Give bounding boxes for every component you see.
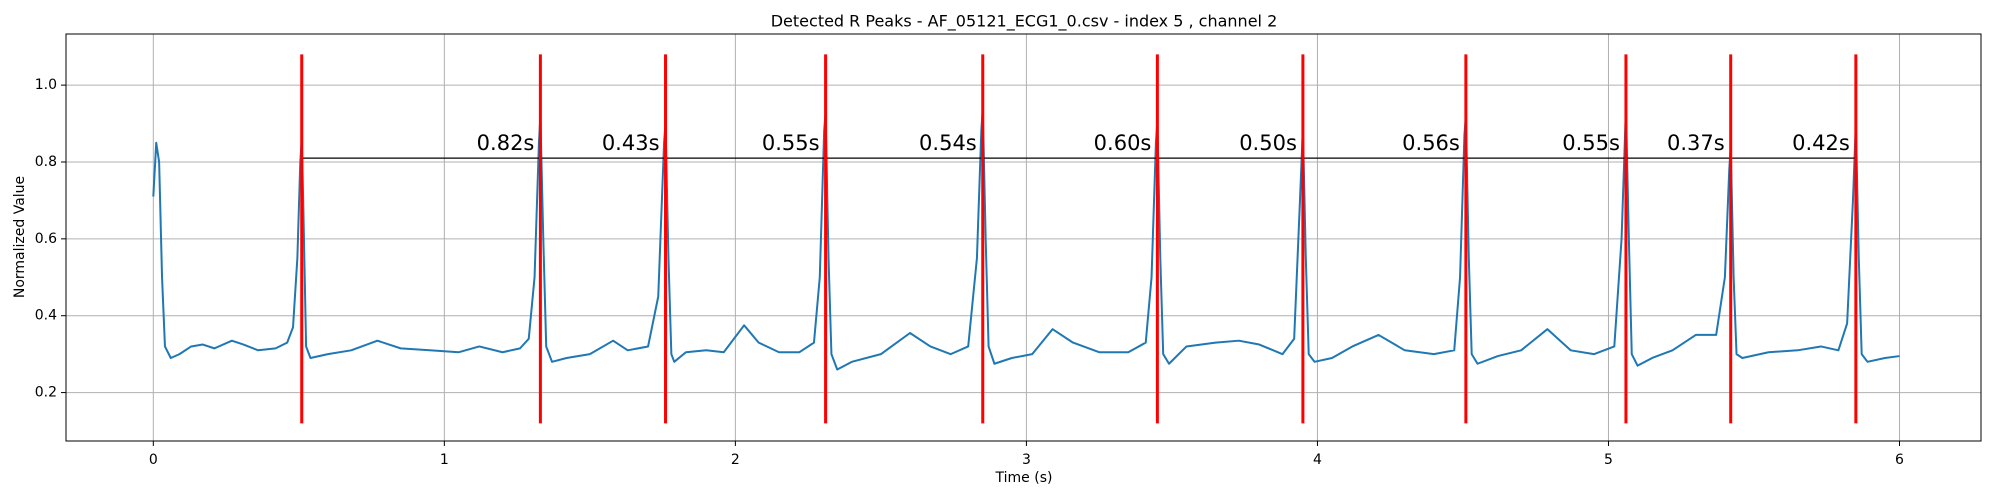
x-tick-label: 6 (1895, 452, 1904, 468)
y-tick-label: 0.2 (35, 385, 57, 401)
interval-label: 0.50s (1239, 131, 1297, 155)
interval-label: 0.82s (477, 131, 535, 155)
y-axis-label: Normalized Value (12, 176, 28, 298)
y-tick-label: 0.4 (35, 308, 57, 324)
interval-label: 0.55s (762, 131, 820, 155)
interval-label: 0.60s (1094, 131, 1152, 155)
interval-label: 0.43s (602, 131, 660, 155)
interval-label: 0.54s (919, 131, 977, 155)
interval-label: 0.37s (1667, 131, 1725, 155)
y-tick-label: 0.8 (35, 154, 57, 170)
interval-label: 0.56s (1402, 131, 1460, 155)
x-tick-label: 4 (1313, 452, 1322, 468)
x-axis-label: Time (s) (995, 470, 1053, 486)
x-tick-label: 2 (731, 452, 740, 468)
plot-frame (65, 33, 1982, 442)
x-tick-label: 5 (1604, 452, 1613, 468)
y-tick-label: 0.6 (35, 231, 57, 247)
x-tick-label: 0 (149, 452, 158, 468)
x-tick-label: 1 (440, 452, 449, 468)
chart-title: Detected R Peaks - AF_05121_ECG1_0.csv -… (771, 12, 1278, 32)
x-tick-label: 3 (1022, 452, 1031, 468)
interval-label: 0.42s (1792, 131, 1850, 155)
interval-label: 0.55s (1562, 131, 1620, 155)
y-tick-label: 1.0 (35, 77, 57, 93)
